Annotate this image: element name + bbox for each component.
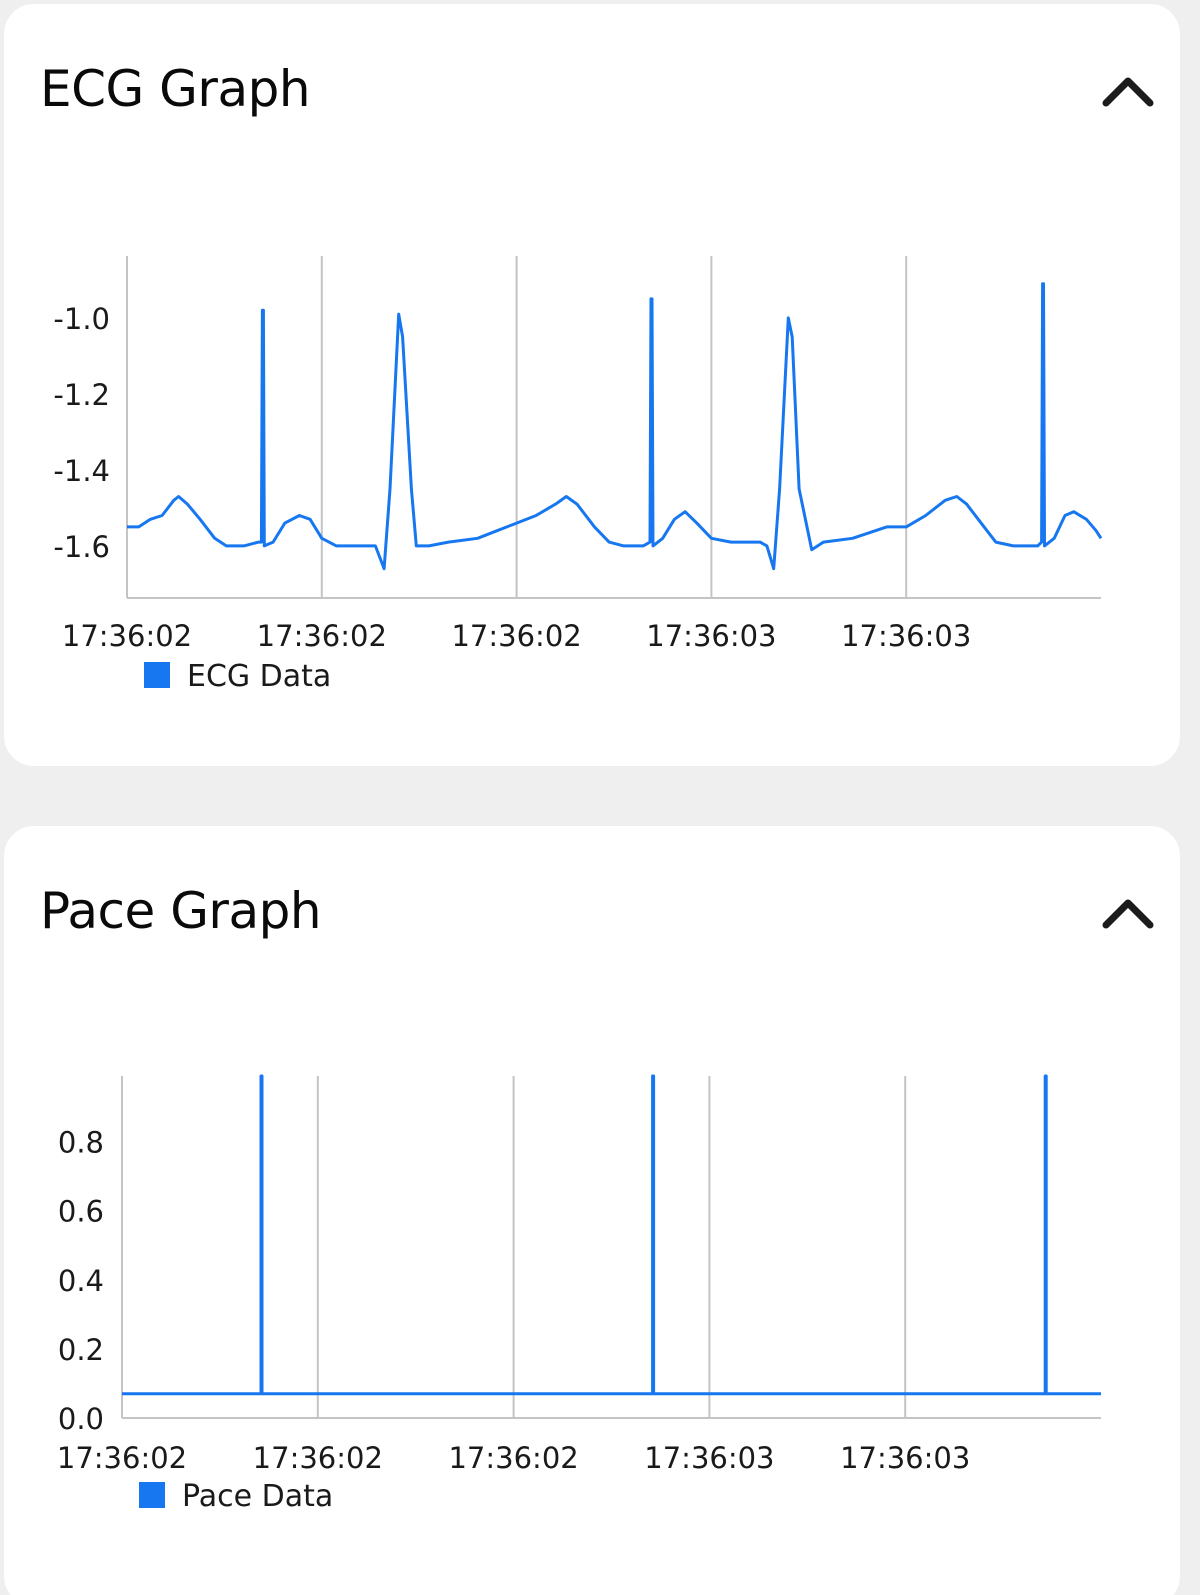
ecg-card: ECG Graph -1.0 -1.2 -1.4 -1.6 17:36:02 17:36:… bbox=[4, 4, 1180, 766]
y-tick-label: -1.0 bbox=[53, 302, 110, 336]
legend-item[interactable]: ECG Data bbox=[144, 659, 331, 694]
data-series-line bbox=[122, 1074, 1101, 1396]
legend-label: Pace Data bbox=[182, 1479, 333, 1514]
legend-label: ECG Data bbox=[187, 659, 331, 694]
y-tick-label: 0.4 bbox=[58, 1264, 104, 1298]
y-tick-label: -1.4 bbox=[53, 454, 110, 488]
chevron-up-icon bbox=[1102, 77, 1154, 107]
y-tick-label: 0.2 bbox=[58, 1333, 104, 1367]
y-tick-label: 0.8 bbox=[58, 1126, 104, 1160]
y-tick-label: -1.2 bbox=[53, 378, 110, 412]
x-tick-label: 17:36:02 bbox=[448, 1441, 578, 1475]
chevron-up-icon bbox=[1102, 899, 1154, 929]
x-tick-label: 17:36:03 bbox=[646, 619, 776, 653]
x-tick-label: 17:36:02 bbox=[451, 619, 581, 653]
legend-item[interactable]: Pace Data bbox=[139, 1479, 333, 1514]
legend-swatch bbox=[139, 1482, 165, 1508]
pace-card: Pace Graph 0.8 0.6 0.4 0.2 0.0 17:36:02 17:36:… bbox=[4, 826, 1180, 1595]
y-tick-label: 0.0 bbox=[58, 1402, 104, 1436]
y-tick-label: -1.6 bbox=[53, 530, 110, 564]
ecg-chart: -1.0 -1.2 -1.4 -1.6 17:36:02 17:36:02 17:36:02… bbox=[53, 256, 1103, 694]
ecg-card-title: ECG Graph bbox=[40, 60, 311, 118]
y-tick-label: 0.6 bbox=[58, 1195, 104, 1229]
x-tick-label: 17:36:02 bbox=[62, 619, 192, 653]
pace-collapse-button[interactable] bbox=[1096, 888, 1160, 938]
ecg-collapse-button[interactable] bbox=[1096, 66, 1160, 116]
pace-card-title: Pace Graph bbox=[40, 882, 322, 940]
x-tick-label: 17:36:02 bbox=[257, 619, 387, 653]
legend-swatch bbox=[144, 662, 170, 688]
x-tick-label: 17:36:03 bbox=[644, 1441, 774, 1475]
x-tick-label: 17:36:03 bbox=[841, 619, 971, 653]
x-tick-label: 17:36:02 bbox=[57, 1441, 187, 1475]
x-tick-label: 17:36:03 bbox=[840, 1441, 970, 1475]
data-series-line bbox=[127, 282, 1103, 571]
x-tick-label: 17:36:02 bbox=[253, 1441, 383, 1475]
pace-chart: 0.8 0.6 0.4 0.2 0.0 17:36:02 17:36:02 17:36:02 1… bbox=[57, 1074, 1101, 1514]
